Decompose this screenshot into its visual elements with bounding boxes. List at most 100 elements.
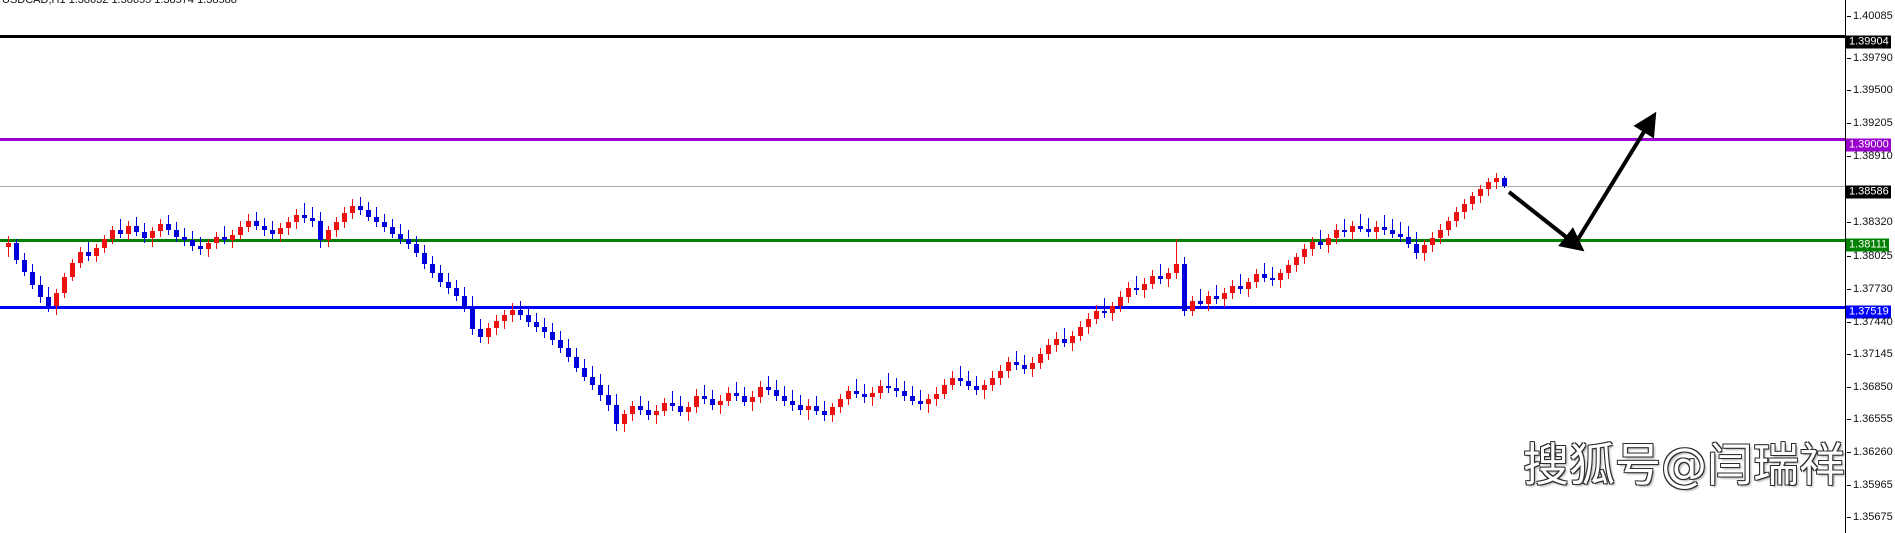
candle-body	[30, 272, 35, 285]
tick-dash-icon	[1847, 122, 1851, 124]
candle-body	[478, 328, 483, 337]
price-tick: 1.37145	[1847, 348, 1893, 360]
candle-body	[670, 402, 675, 407]
price-tick: 1.37730	[1847, 283, 1893, 295]
chart-plot-area[interactable]	[0, 0, 1845, 533]
tick-dash-icon	[1847, 221, 1851, 223]
candle-body	[454, 288, 459, 297]
candle-body	[510, 309, 515, 316]
candle-body	[518, 309, 523, 316]
candle-body	[1038, 353, 1043, 364]
candle-body	[1158, 275, 1163, 279]
price-axis-line	[1845, 0, 1846, 533]
candle-body	[782, 396, 787, 401]
candle-wick	[856, 378, 857, 399]
price-tick: 1.38320	[1847, 216, 1893, 228]
candle-body	[974, 385, 979, 391]
resistance-black-line[interactable]	[0, 35, 1845, 39]
current-price-line[interactable]	[0, 185, 1845, 187]
candle-body	[1078, 326, 1083, 336]
candle-body	[1230, 285, 1235, 293]
candle-body	[14, 242, 19, 260]
candle-body	[774, 390, 779, 396]
candle-wick	[680, 396, 681, 417]
price-tick: 1.36850	[1847, 381, 1893, 393]
candle-body	[1118, 297, 1123, 307]
candle-body	[110, 230, 115, 240]
candle-body	[622, 414, 627, 425]
candle-body	[766, 386, 771, 391]
price-badge: 1.38111	[1846, 238, 1890, 252]
price-tick-label: 1.36555	[1853, 413, 1893, 425]
candle-body	[1486, 182, 1491, 190]
price-tick-label: 1.37730	[1853, 283, 1893, 295]
candle-body	[1102, 310, 1107, 314]
candle-body	[294, 215, 299, 223]
candle-wick	[1392, 218, 1393, 239]
candle-body	[374, 216, 379, 223]
candle-body	[1350, 225, 1355, 233]
candle-body	[1286, 265, 1291, 274]
chart-title-ohlc: USDCAD,H1 1.38632 1.38655 1.38574 1.3858…	[2, 0, 237, 6]
candle-body	[846, 391, 851, 400]
candle-body	[942, 384, 947, 394]
candle-body	[462, 296, 467, 309]
candle-body	[1094, 310, 1099, 319]
candle-wick	[776, 380, 777, 401]
candle-body	[206, 242, 211, 250]
price-tick-label: 1.39205	[1853, 117, 1893, 129]
candle-body	[6, 242, 11, 248]
candle-body	[382, 222, 387, 227]
candle-body	[134, 225, 139, 233]
candle-body	[318, 221, 323, 241]
price-tick-label: 1.38910	[1853, 150, 1893, 162]
tick-dash-icon	[1847, 418, 1851, 420]
candle-body	[990, 377, 995, 385]
candle-body	[286, 222, 291, 228]
support-blue-line[interactable]	[0, 306, 1845, 309]
candle-body	[1302, 249, 1307, 258]
candle-body	[502, 315, 507, 322]
candle-body	[1278, 273, 1283, 281]
candle-body	[1262, 274, 1267, 278]
candle-body	[910, 396, 915, 401]
resistance-purple-line[interactable]	[0, 137, 1845, 141]
candle-body	[270, 230, 275, 234]
candle-body	[870, 392, 875, 398]
tick-dash-icon	[1847, 451, 1851, 453]
candle-body	[222, 236, 227, 241]
price-tick-label: 1.40085	[1853, 10, 1893, 22]
candle-body	[406, 239, 411, 244]
candle-body	[702, 396, 707, 400]
candle-body	[798, 405, 803, 410]
candle-wick	[960, 366, 961, 386]
tick-dash-icon	[1847, 155, 1851, 157]
candle-body	[742, 396, 747, 402]
candle-body	[718, 400, 723, 406]
projection-up-leg[interactable]	[1573, 111, 1657, 246]
price-badge: 1.37519	[1846, 305, 1891, 319]
tick-dash-icon	[1847, 321, 1851, 323]
support-green-line[interactable]	[0, 238, 1845, 242]
price-tick: 1.39790	[1847, 52, 1893, 64]
price-tick: 1.35675	[1847, 511, 1893, 523]
candle-wick	[1320, 230, 1321, 250]
candle-body	[1054, 339, 1059, 345]
candle-body	[958, 377, 963, 382]
candle-body	[894, 388, 899, 392]
candle-body	[1446, 221, 1451, 231]
candle-body	[390, 226, 395, 234]
price-axis[interactable]: 1.40085 1.39904 1.39790 1.39500 1.39205 1.390…	[1845, 0, 1895, 533]
projection-down-leg[interactable]	[1507, 190, 1585, 252]
candle-body	[1270, 277, 1275, 281]
tick-dash-icon	[1847, 516, 1851, 518]
price-tick: 1.39500	[1847, 84, 1893, 96]
price-tick-label: 1.36260	[1853, 446, 1893, 458]
candle-body	[1022, 365, 1027, 369]
candle-body	[262, 225, 267, 231]
price-badge: 1.39000	[1846, 138, 1891, 152]
candle-body	[1110, 306, 1115, 314]
price-tick: 1.37440	[1847, 316, 1893, 328]
candle-body	[526, 315, 531, 323]
